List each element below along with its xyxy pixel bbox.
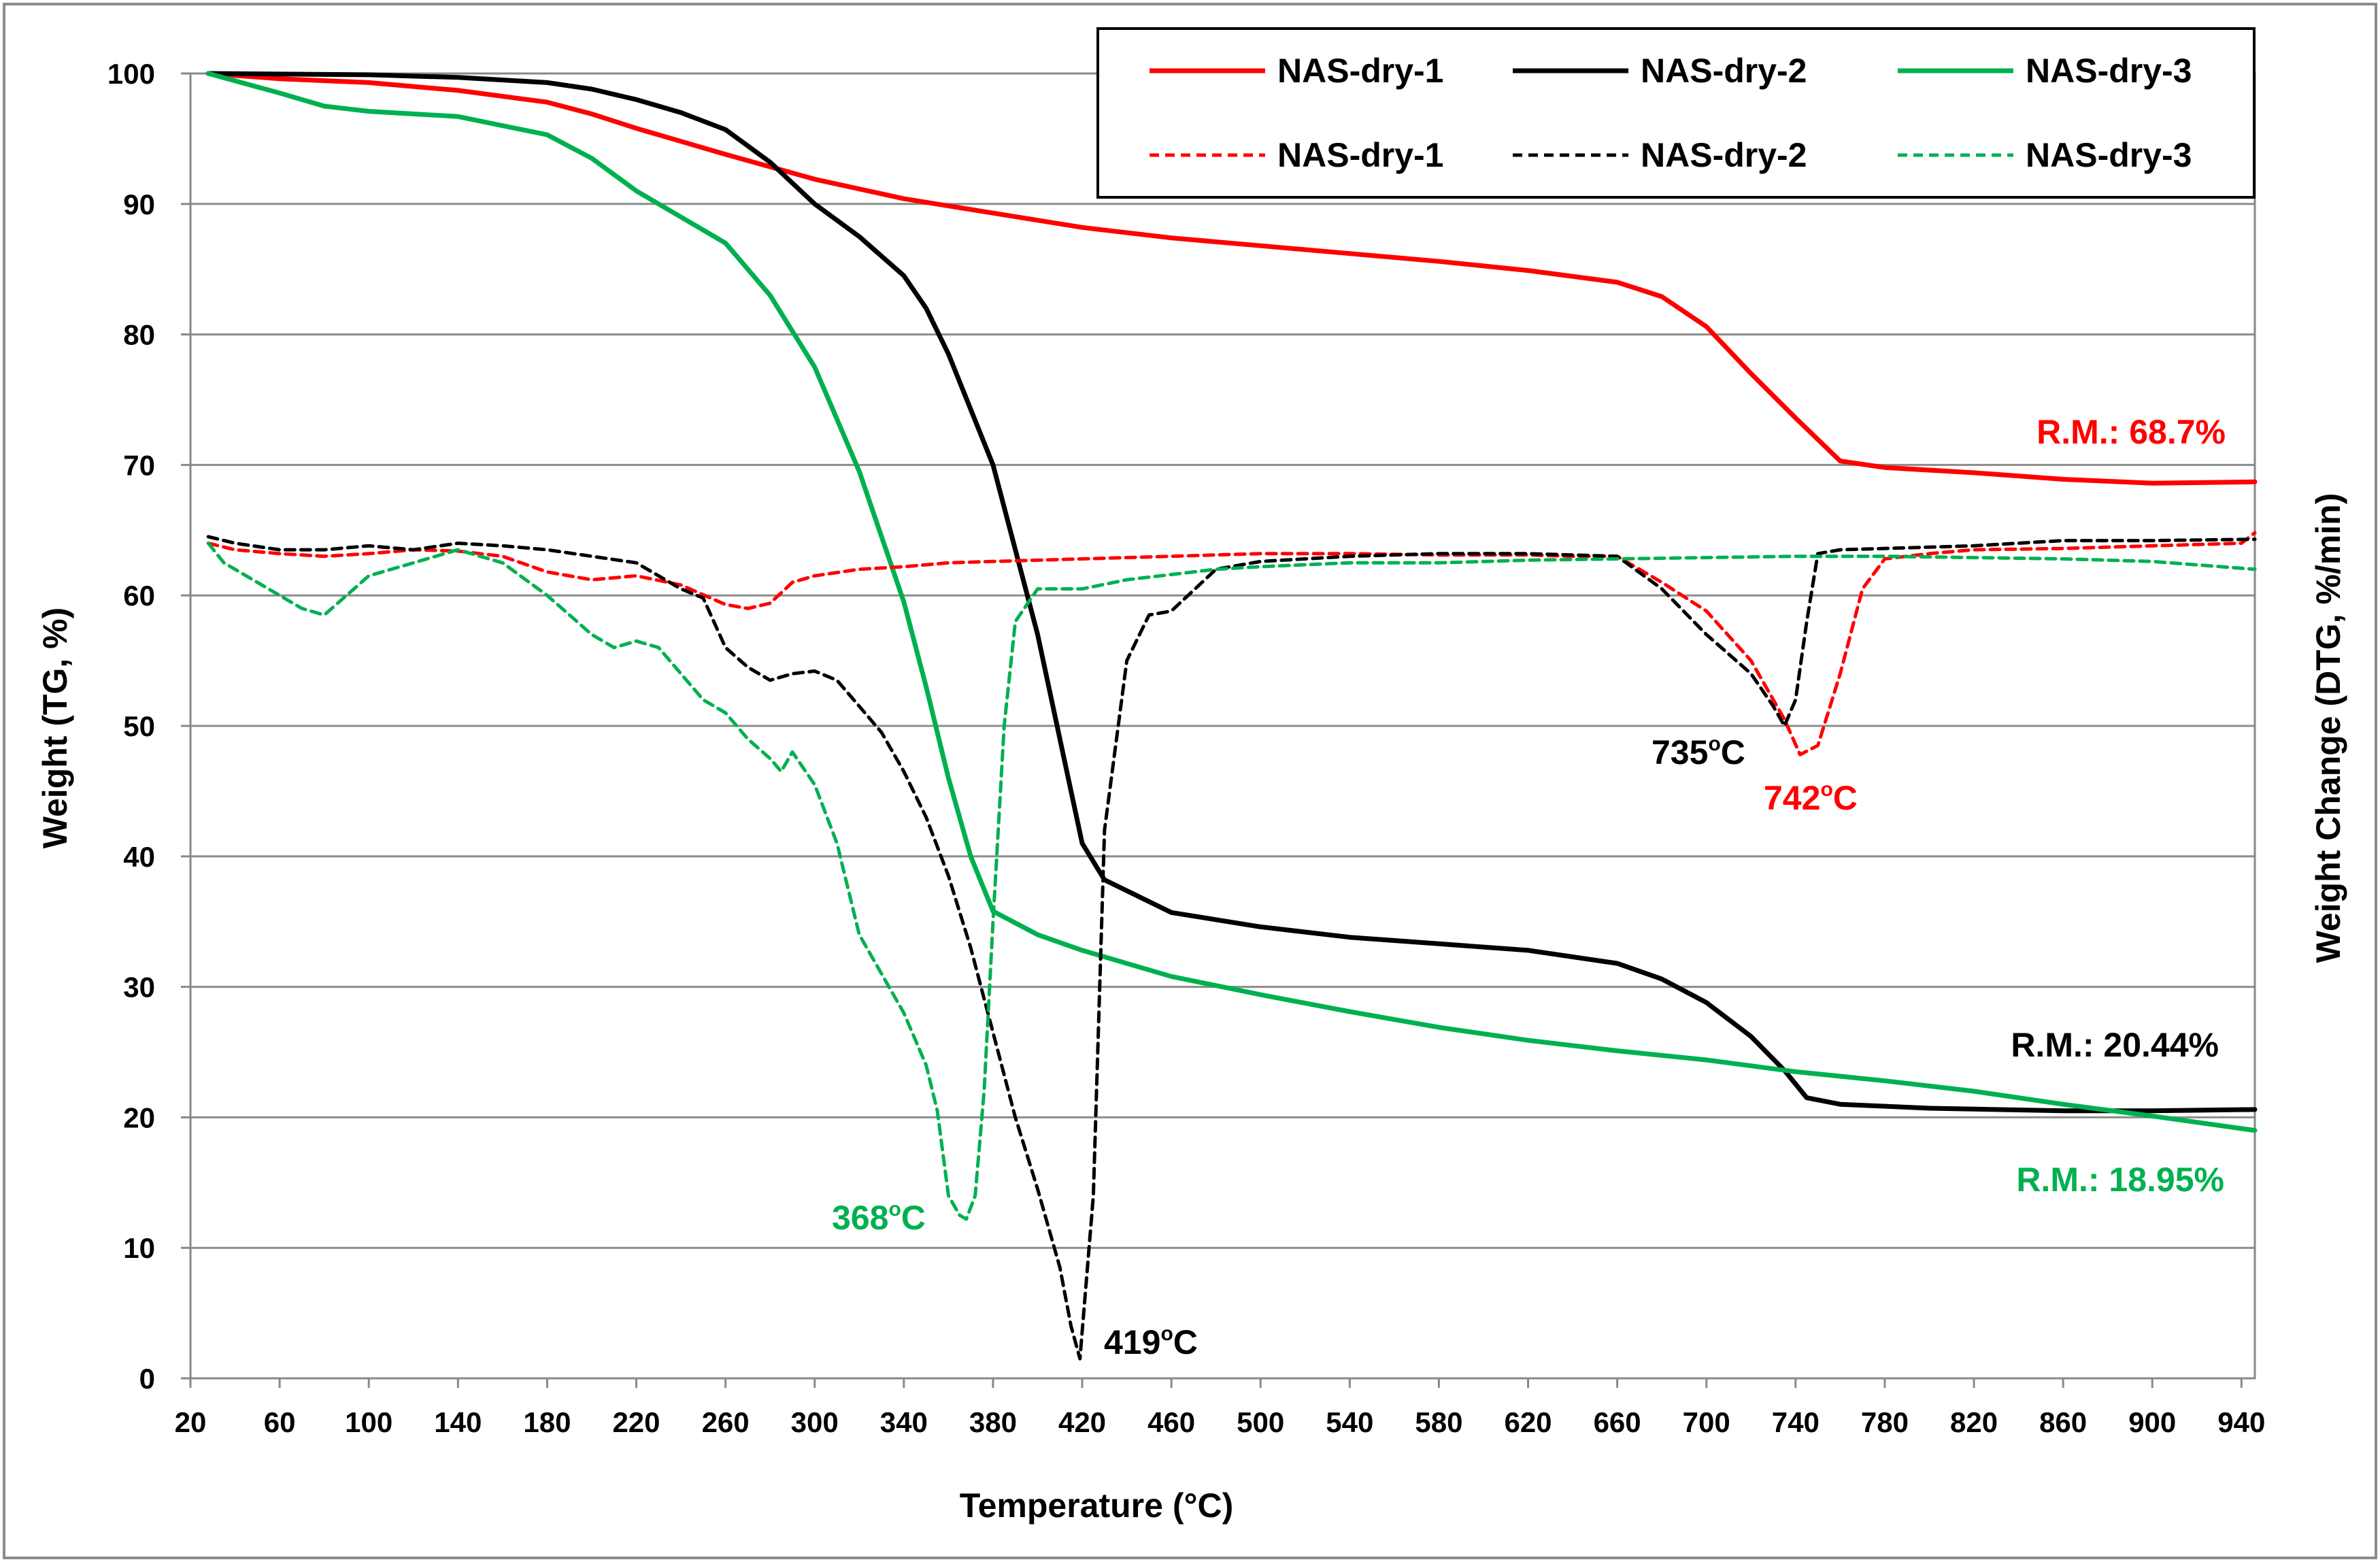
legend-label-nas-dry-1-tg: NAS-dry-1 xyxy=(1277,52,1443,90)
annotation-peak-368: 368oC xyxy=(832,1198,926,1237)
annotation-rm-nas-dry-2: R.M.: 20.44% xyxy=(2011,1026,2219,1064)
series-line-nas-dry-3-dtg xyxy=(206,542,2257,1221)
legend: NAS-dry-1 NAS-dry-2 NAS-dry-3 NAS-dry-1 … xyxy=(1096,27,2256,199)
x-tick-label-460: 460 xyxy=(1147,1406,1195,1438)
y-tick-label-40: 40 xyxy=(123,841,155,873)
legend-label-nas-dry-1-dtg: NAS-dry-1 xyxy=(1277,136,1443,174)
series-lines xyxy=(205,71,2258,1361)
series-line-nas-dry-1-dtg xyxy=(206,531,2257,757)
legend-label-nas-dry-3-dtg: NAS-dry-3 xyxy=(2026,136,2192,174)
x-tick-label-220: 220 xyxy=(612,1406,660,1438)
x-tick-label-180: 180 xyxy=(523,1406,571,1438)
series-line-nas-dry-3-tg xyxy=(205,71,2258,1133)
y-tick-label-10: 10 xyxy=(123,1232,155,1264)
annotation-peak-742: 742oC xyxy=(1764,778,1858,817)
y-tick-label-80: 80 xyxy=(123,319,155,351)
x-tick-label-700: 700 xyxy=(1683,1406,1730,1438)
y-tick-label-90: 90 xyxy=(123,188,155,220)
x-tick-label-900: 900 xyxy=(2128,1406,2176,1438)
annotation-peak-735: 735oC xyxy=(1652,733,1745,771)
x-tick-label-20: 20 xyxy=(175,1406,207,1438)
y-tick-label-60: 60 xyxy=(123,580,155,612)
legend-label-nas-dry-2-dtg: NAS-dry-2 xyxy=(1641,136,1807,174)
x-tick-label-420: 420 xyxy=(1058,1406,1106,1438)
x-tick-label-940: 940 xyxy=(2217,1406,2265,1438)
y-tick-label-20: 20 xyxy=(123,1101,155,1133)
x-tick-label-540: 540 xyxy=(1326,1406,1373,1438)
y2-axis-title: Weight Change (DTG, %/min) xyxy=(2309,493,2347,963)
x-tick-label-740: 740 xyxy=(1772,1406,1820,1438)
x-axis-ticks: 20 60 100 140 180 220 260 300 340 380 420 460 500 540… xyxy=(175,1378,2265,1438)
x-tick-label-860: 860 xyxy=(2039,1406,2087,1438)
x-tick-label-780: 780 xyxy=(1861,1406,1909,1438)
annotation-rm-nas-dry-1: R.M.: 68.7% xyxy=(2037,413,2226,451)
series-line-nas-dry-2-dtg xyxy=(206,535,2257,1361)
legend-label-nas-dry-3-tg: NAS-dry-3 xyxy=(2026,52,2192,90)
x-tick-label-620: 620 xyxy=(1504,1406,1552,1438)
legend-box xyxy=(1096,27,2256,199)
series-line-nas-dry-1-tg xyxy=(205,71,2258,486)
y-axis-title: Weight (TG, %) xyxy=(36,608,74,849)
y-tick-label-0: 0 xyxy=(139,1363,155,1395)
y-tick-label-100: 100 xyxy=(107,58,155,90)
x-tick-label-140: 140 xyxy=(434,1406,482,1438)
y-axis-ticks: 0 10 20 30 40 50 60 70 80 90 100 xyxy=(107,58,190,1395)
x-tick-label-820: 820 xyxy=(1950,1406,1998,1438)
y-tick-label-70: 70 xyxy=(123,449,155,481)
annotation-peak-419: 419oC xyxy=(1104,1323,1198,1361)
y-tick-label-50: 50 xyxy=(123,710,155,742)
annotation-rm-nas-dry-3: R.M.: 18.95% xyxy=(2016,1161,2224,1199)
legend-label-nas-dry-2-tg: NAS-dry-2 xyxy=(1641,52,1807,90)
x-tick-label-500: 500 xyxy=(1237,1406,1284,1438)
x-tick-label-380: 380 xyxy=(969,1406,1017,1438)
x-axis-title: Temperature (°C) xyxy=(960,1486,1233,1525)
x-tick-label-60: 60 xyxy=(264,1406,296,1438)
y-tick-label-30: 30 xyxy=(123,971,155,1003)
x-tick-label-340: 340 xyxy=(880,1406,928,1438)
gridlines xyxy=(190,203,2255,1249)
x-tick-label-580: 580 xyxy=(1415,1406,1462,1438)
chart-outer-border xyxy=(3,3,2377,1559)
series-line-nas-dry-2-tg xyxy=(205,71,2258,1114)
x-tick-label-300: 300 xyxy=(791,1406,839,1438)
x-tick-label-260: 260 xyxy=(702,1406,750,1438)
x-tick-label-660: 660 xyxy=(1594,1406,1641,1438)
x-tick-label-100: 100 xyxy=(345,1406,392,1438)
